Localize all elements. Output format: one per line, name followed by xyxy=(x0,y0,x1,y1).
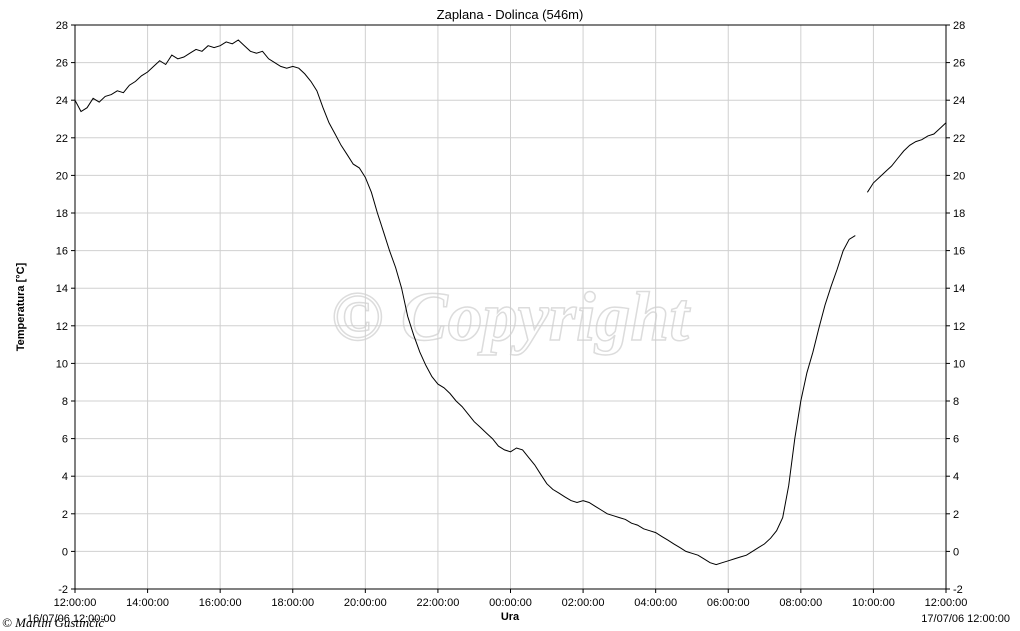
x-tick-label: 00:00:00 xyxy=(489,597,532,609)
x-axis: 12:00:00 14:00:00 16:00:00 18:00:00 20:00:00… xyxy=(54,589,968,609)
y-tick-label: 0 xyxy=(62,546,68,558)
x-end-date-label: 17/07/06 12:00:00 xyxy=(921,613,1010,625)
y-tick-label: 16 xyxy=(56,246,68,258)
y-tick-label: 10 xyxy=(56,358,68,370)
series-group xyxy=(74,39,947,566)
chart-title: Zaplana - Dolinca (546m) xyxy=(437,7,584,22)
y-tick-label-right: 2 xyxy=(953,509,959,521)
y-tick-label-right: 6 xyxy=(953,434,959,446)
y-tick-label-right: 18 xyxy=(953,208,965,220)
x-tick-label: 12:00:00 xyxy=(925,597,968,609)
y-tick-label: 6 xyxy=(62,434,68,446)
y-tick-label-right: 20 xyxy=(953,170,965,182)
y-tick-label: 22 xyxy=(56,133,68,145)
y-tick-label: 2 xyxy=(62,509,68,521)
y-tick-label-right: 8 xyxy=(953,396,959,408)
y-tick-label-right: 12 xyxy=(953,321,965,333)
x-tick-label: 16:00:00 xyxy=(199,597,242,609)
x-tick-label: 04:00:00 xyxy=(634,597,677,609)
y-tick-label-right: 0 xyxy=(953,546,959,558)
y-tick-label: 4 xyxy=(62,471,68,483)
temperature-line-segment-1 xyxy=(74,39,856,566)
y-axis-label: Temperatura [°C] xyxy=(15,262,27,351)
x-tick-label: 20:00:00 xyxy=(344,597,387,609)
temperature-line-segment-2 xyxy=(866,122,947,193)
y-tick-label: 24 xyxy=(56,95,68,107)
y-tick-label: 14 xyxy=(56,283,68,295)
grid xyxy=(74,24,947,590)
y-tick-label: -2 xyxy=(58,584,68,596)
copyright-watermark: © Copyright xyxy=(331,279,691,356)
x-tick-label: 12:00:00 xyxy=(54,597,97,609)
y-tick-label-right: 16 xyxy=(953,246,965,258)
x-tick-label: 02:00:00 xyxy=(562,597,605,609)
author-credit: © Martin Gustinčič xyxy=(2,615,106,630)
y-tick-label-right: 10 xyxy=(953,358,965,370)
y-tick-label-right: 24 xyxy=(953,95,965,107)
x-tick-label: 22:00:00 xyxy=(417,597,460,609)
y-tick-label-right: 22 xyxy=(953,133,965,145)
y-tick-label: 8 xyxy=(62,396,68,408)
y-tick-label-right: 28 xyxy=(953,20,965,32)
x-tick-label: 08:00:00 xyxy=(779,597,822,609)
x-tick-label: 18:00:00 xyxy=(271,597,314,609)
y-tick-label-right: 4 xyxy=(953,471,959,483)
y-tick-label: 28 xyxy=(56,20,68,32)
y-tick-label-right: 26 xyxy=(953,58,965,70)
x-tick-label: 06:00:00 xyxy=(707,597,750,609)
y-tick-label: 12 xyxy=(56,321,68,333)
y-tick-label: 20 xyxy=(56,170,68,182)
x-start-date-label: 16/07/06 12:00:00 xyxy=(27,613,116,625)
x-axis-label: Ura xyxy=(501,611,520,623)
y-tick-label: 18 xyxy=(56,208,68,220)
x-tick-label: 10:00:00 xyxy=(852,597,895,609)
y-tick-label: 26 xyxy=(56,58,68,70)
y-tick-label-right: -2 xyxy=(953,584,963,596)
x-tick-label: 14:00:00 xyxy=(126,597,169,609)
y-tick-label-right: 14 xyxy=(953,283,965,295)
